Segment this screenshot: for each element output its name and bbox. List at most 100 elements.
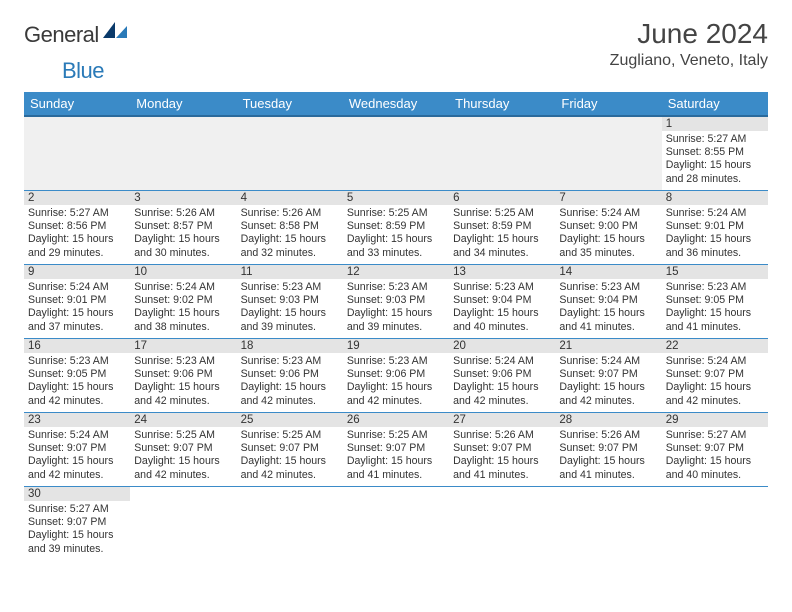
calendar-cell: 15Sunrise: 5:23 AMSunset: 9:05 PMDayligh… (662, 264, 768, 338)
day-details: Sunrise: 5:25 AMSunset: 9:07 PMDaylight:… (130, 427, 236, 486)
day-details: Sunrise: 5:26 AMSunset: 9:07 PMDaylight:… (555, 427, 661, 486)
day-number: 18 (237, 339, 343, 353)
calendar-cell (555, 486, 661, 560)
day-number: 27 (449, 413, 555, 427)
day-number: 8 (662, 191, 768, 205)
calendar-cell: 22Sunrise: 5:24 AMSunset: 9:07 PMDayligh… (662, 338, 768, 412)
calendar-cell (237, 486, 343, 560)
calendar-cell (237, 116, 343, 190)
calendar-cell: 5Sunrise: 5:25 AMSunset: 8:59 PMDaylight… (343, 190, 449, 264)
day-number: 20 (449, 339, 555, 353)
calendar-cell (130, 116, 236, 190)
day-number: 24 (130, 413, 236, 427)
calendar-cell: 11Sunrise: 5:23 AMSunset: 9:03 PMDayligh… (237, 264, 343, 338)
day-details: Sunrise: 5:25 AMSunset: 9:07 PMDaylight:… (237, 427, 343, 486)
day-number: 4 (237, 191, 343, 205)
weekday-header: Tuesday (237, 92, 343, 116)
calendar-cell: 28Sunrise: 5:26 AMSunset: 9:07 PMDayligh… (555, 412, 661, 486)
day-number: 5 (343, 191, 449, 205)
logo-text-blue: Blue (62, 58, 104, 83)
day-number: 21 (555, 339, 661, 353)
calendar-cell: 4Sunrise: 5:26 AMSunset: 8:58 PMDaylight… (237, 190, 343, 264)
day-number: 9 (24, 265, 130, 279)
calendar-cell: 16Sunrise: 5:23 AMSunset: 9:05 PMDayligh… (24, 338, 130, 412)
day-details: Sunrise: 5:27 AMSunset: 9:07 PMDaylight:… (662, 427, 768, 486)
day-number: 22 (662, 339, 768, 353)
calendar-cell (130, 486, 236, 560)
calendar-cell (343, 116, 449, 190)
day-number: 25 (237, 413, 343, 427)
day-number: 15 (662, 265, 768, 279)
day-number: 17 (130, 339, 236, 353)
day-number: 14 (555, 265, 661, 279)
calendar-cell: 14Sunrise: 5:23 AMSunset: 9:04 PMDayligh… (555, 264, 661, 338)
calendar-cell (449, 486, 555, 560)
calendar-cell: 18Sunrise: 5:23 AMSunset: 9:06 PMDayligh… (237, 338, 343, 412)
calendar-cell: 17Sunrise: 5:23 AMSunset: 9:06 PMDayligh… (130, 338, 236, 412)
logo: General (24, 22, 129, 48)
weekday-header: Monday (130, 92, 236, 116)
calendar-row: 23Sunrise: 5:24 AMSunset: 9:07 PMDayligh… (24, 412, 768, 486)
day-number: 19 (343, 339, 449, 353)
calendar-cell: 26Sunrise: 5:25 AMSunset: 9:07 PMDayligh… (343, 412, 449, 486)
day-details: Sunrise: 5:23 AMSunset: 9:04 PMDaylight:… (449, 279, 555, 338)
calendar-cell: 19Sunrise: 5:23 AMSunset: 9:06 PMDayligh… (343, 338, 449, 412)
calendar-cell: 24Sunrise: 5:25 AMSunset: 9:07 PMDayligh… (130, 412, 236, 486)
day-number: 2 (24, 191, 130, 205)
calendar-head: SundayMondayTuesdayWednesdayThursdayFrid… (24, 92, 768, 116)
calendar-cell (555, 116, 661, 190)
calendar-cell: 12Sunrise: 5:23 AMSunset: 9:03 PMDayligh… (343, 264, 449, 338)
calendar-cell: 7Sunrise: 5:24 AMSunset: 9:00 PMDaylight… (555, 190, 661, 264)
calendar-row: 16Sunrise: 5:23 AMSunset: 9:05 PMDayligh… (24, 338, 768, 412)
day-details: Sunrise: 5:26 AMSunset: 8:58 PMDaylight:… (237, 205, 343, 264)
day-details: Sunrise: 5:23 AMSunset: 9:06 PMDaylight:… (237, 353, 343, 412)
day-number: 23 (24, 413, 130, 427)
day-number: 7 (555, 191, 661, 205)
day-details: Sunrise: 5:27 AMSunset: 9:07 PMDaylight:… (24, 501, 130, 560)
calendar-cell: 6Sunrise: 5:25 AMSunset: 8:59 PMDaylight… (449, 190, 555, 264)
calendar-cell: 9Sunrise: 5:24 AMSunset: 9:01 PMDaylight… (24, 264, 130, 338)
weekday-header: Wednesday (343, 92, 449, 116)
calendar-cell: 29Sunrise: 5:27 AMSunset: 9:07 PMDayligh… (662, 412, 768, 486)
title-block: June 2024 Zugliano, Veneto, Italy (610, 18, 768, 70)
day-number: 10 (130, 265, 236, 279)
day-number: 26 (343, 413, 449, 427)
day-details: Sunrise: 5:27 AMSunset: 8:55 PMDaylight:… (662, 131, 768, 190)
calendar-cell: 8Sunrise: 5:24 AMSunset: 9:01 PMDaylight… (662, 190, 768, 264)
day-number: 11 (237, 265, 343, 279)
page-title: June 2024 (610, 18, 768, 50)
day-number: 3 (130, 191, 236, 205)
day-details: Sunrise: 5:24 AMSunset: 9:07 PMDaylight:… (555, 353, 661, 412)
calendar-cell: 27Sunrise: 5:26 AMSunset: 9:07 PMDayligh… (449, 412, 555, 486)
weekday-header: Thursday (449, 92, 555, 116)
calendar-cell: 30Sunrise: 5:27 AMSunset: 9:07 PMDayligh… (24, 486, 130, 560)
logo-sail-icon (103, 20, 129, 45)
day-number: 16 (24, 339, 130, 353)
day-details: Sunrise: 5:24 AMSunset: 9:00 PMDaylight:… (555, 205, 661, 264)
day-number: 13 (449, 265, 555, 279)
calendar-cell: 20Sunrise: 5:24 AMSunset: 9:06 PMDayligh… (449, 338, 555, 412)
calendar-cell: 23Sunrise: 5:24 AMSunset: 9:07 PMDayligh… (24, 412, 130, 486)
day-number: 28 (555, 413, 661, 427)
calendar-table: SundayMondayTuesdayWednesdayThursdayFrid… (24, 92, 768, 560)
calendar-cell: 21Sunrise: 5:24 AMSunset: 9:07 PMDayligh… (555, 338, 661, 412)
day-details: Sunrise: 5:24 AMSunset: 9:07 PMDaylight:… (662, 353, 768, 412)
day-details: Sunrise: 5:23 AMSunset: 9:05 PMDaylight:… (24, 353, 130, 412)
weekday-header: Sunday (24, 92, 130, 116)
page-subtitle: Zugliano, Veneto, Italy (610, 52, 768, 70)
calendar-cell: 2Sunrise: 5:27 AMSunset: 8:56 PMDaylight… (24, 190, 130, 264)
day-details: Sunrise: 5:25 AMSunset: 8:59 PMDaylight:… (449, 205, 555, 264)
day-number: 6 (449, 191, 555, 205)
day-details: Sunrise: 5:23 AMSunset: 9:03 PMDaylight:… (237, 279, 343, 338)
weekday-header: Saturday (662, 92, 768, 116)
day-details: Sunrise: 5:24 AMSunset: 9:01 PMDaylight:… (662, 205, 768, 264)
day-details: Sunrise: 5:27 AMSunset: 8:56 PMDaylight:… (24, 205, 130, 264)
day-number: 30 (24, 487, 130, 501)
calendar-cell (662, 486, 768, 560)
calendar-cell (24, 116, 130, 190)
day-details: Sunrise: 5:25 AMSunset: 8:59 PMDaylight:… (343, 205, 449, 264)
day-details: Sunrise: 5:23 AMSunset: 9:04 PMDaylight:… (555, 279, 661, 338)
logo-text-dark: General (24, 22, 99, 48)
day-details: Sunrise: 5:23 AMSunset: 9:06 PMDaylight:… (343, 353, 449, 412)
calendar-page: General June 2024 Zugliano, Veneto, Ital… (0, 0, 792, 560)
